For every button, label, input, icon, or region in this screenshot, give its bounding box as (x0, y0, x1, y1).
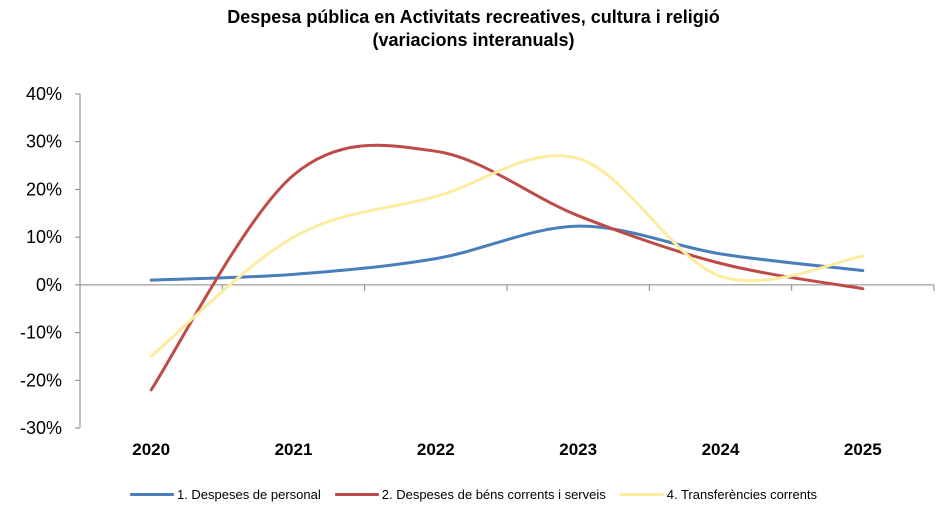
x-tick-label: 2020 (132, 440, 170, 459)
y-tick-label: 20% (26, 179, 62, 199)
y-tick-label: -30% (20, 418, 62, 438)
legend-swatch (334, 493, 379, 496)
legend-swatch (619, 493, 664, 496)
line-chart: 40%30%20%10%0%-10%-20%-30% 2020 2021 2022 2… (20, 84, 935, 459)
legend-swatch (129, 493, 174, 496)
y-tick-label: -10% (20, 323, 62, 343)
chart-legend: 1. Despeses de personal 2. Despeses de bé… (0, 487, 947, 502)
legend-item: 1. Despeses de personal (129, 487, 321, 502)
legend-item: 4. Transferències corrents (619, 487, 818, 502)
y-tick-label: -20% (20, 370, 62, 390)
y-tick-label: 10% (26, 227, 62, 247)
legend-label: 2. Despeses de béns corrents i serveis (381, 487, 606, 502)
x-tick-label: 2021 (275, 440, 313, 459)
chart-title: Despesa pública en Activitats recreative… (0, 6, 947, 52)
y-tick-label: 40% (26, 84, 62, 104)
legend-label: 4. Transferències corrents (666, 487, 818, 502)
series-line-personal (149, 224, 865, 282)
x-axis-tick-labels: 2020 2021 2022 2023 2024 2025 (132, 440, 881, 459)
y-tick-label: 30% (26, 132, 62, 152)
chart-axes (75, 93, 935, 429)
series-line-bens-corrents (149, 143, 865, 392)
chart-subtitle: (variacions interanuals) (372, 30, 575, 50)
y-tick-label: 0% (36, 275, 62, 295)
legend-item: 2. Despeses de béns corrents i serveis (334, 487, 606, 502)
chart-title-main: Despesa pública en Activitats recreative… (227, 7, 720, 27)
x-tick-label: 2023 (559, 440, 597, 459)
legend-label: 1. Despeses de personal (176, 487, 321, 502)
chart-series (149, 143, 865, 392)
y-axis-tick-labels: 40% 30% 20% 10% 0% -10% -20% -30% (20, 84, 62, 438)
x-tick-label: 2022 (417, 440, 455, 459)
series-line-transferencies (149, 154, 865, 358)
x-tick-label: 2025 (844, 440, 882, 459)
x-tick-label: 2024 (702, 440, 740, 459)
